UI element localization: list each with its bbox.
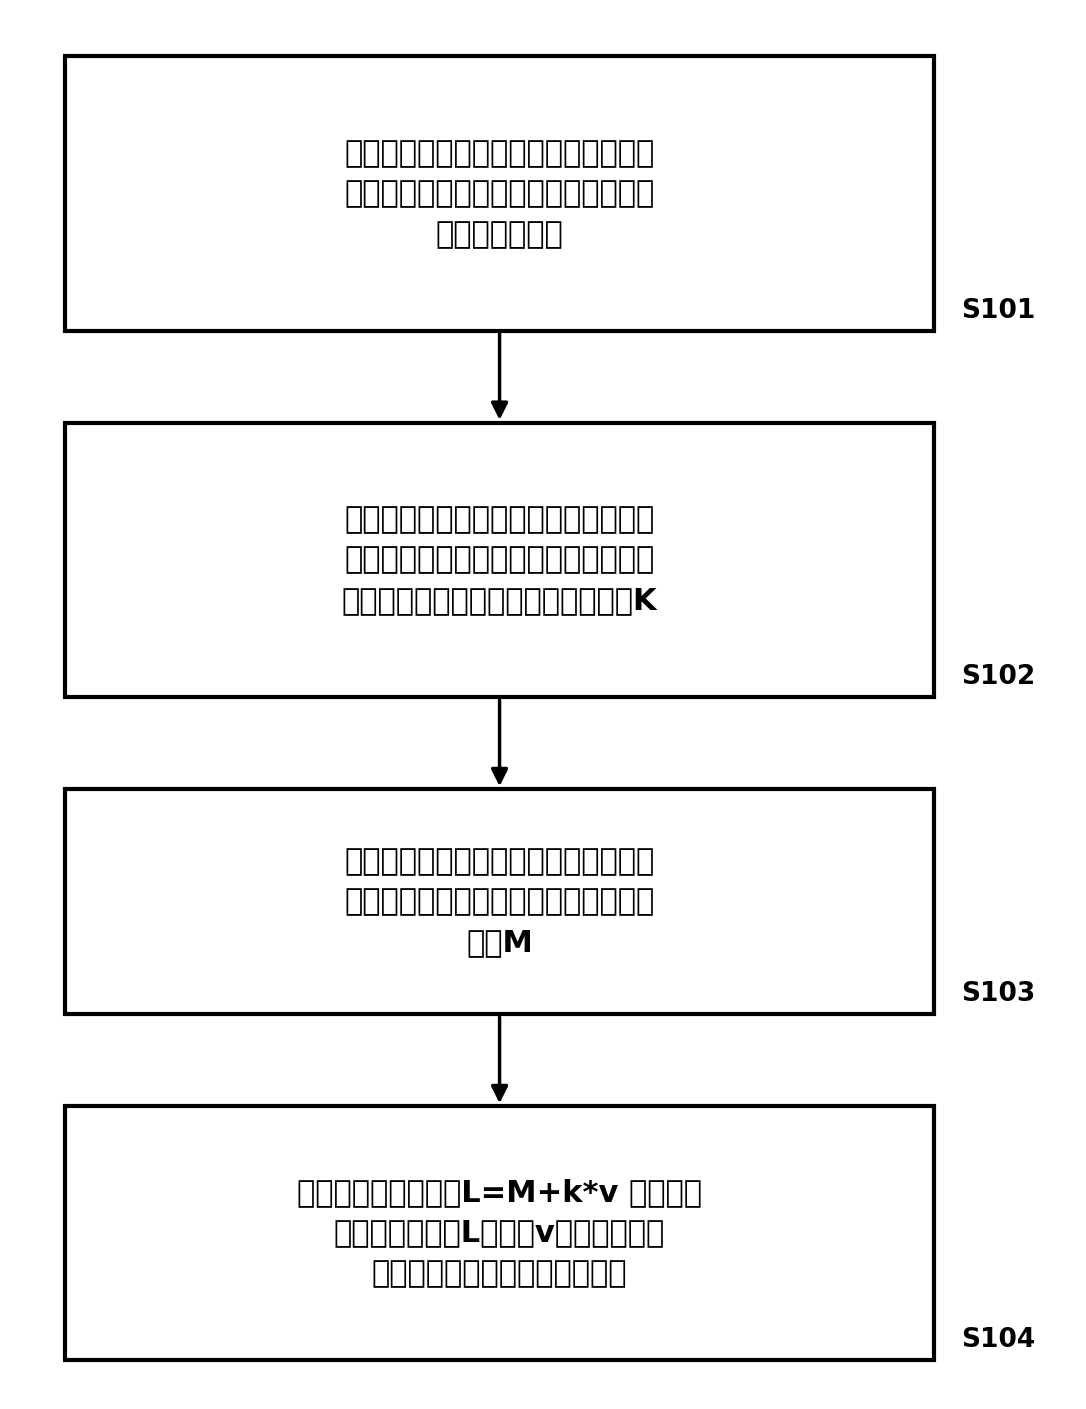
Bar — [65, 423, 934, 697]
Bar — [65, 1106, 934, 1360]
Bar — [65, 789, 934, 1014]
Text: S102: S102 — [961, 665, 1035, 690]
Text: 测量相机到逆透视投影图下边缘中间的
点实际代表的点的距离以得到相机盲区
距离M: 测量相机到逆透视投影图下边缘中间的 点实际代表的点的距离以得到相机盲区 距离M — [344, 847, 655, 957]
Text: S104: S104 — [961, 1327, 1035, 1353]
Text: 通过平行放置在相机的正前方的地面上
的标定板标定相机坐标系、地面的外参
以及相机的内参: 通过平行放置在相机的正前方的地面上 的标定板标定相机坐标系、地面的外参 以及相机… — [344, 138, 655, 249]
Bar — [65, 56, 934, 331]
Text: S103: S103 — [961, 982, 1035, 1007]
Text: S101: S101 — [961, 299, 1035, 324]
Text: 对相机拍摄的包含标定板的图像进行逆
透视变换得到逆透视投影图，计算逆透
视投影图中单个像素代表的实际尺寸K: 对相机拍摄的包含标定板的图像进行逆 透视变换得到逆透视投影图，计算逆透 视投影图… — [342, 504, 657, 616]
Text: 通过单目测距公式：L=M+k*v 获得目标
点到相机的距离L，其中v为目标点距离
逆透视投影图下边缘的像素个数: 通过单目测距公式：L=M+k*v 获得目标 点到相机的距离L，其中v为目标点距离… — [298, 1178, 702, 1288]
